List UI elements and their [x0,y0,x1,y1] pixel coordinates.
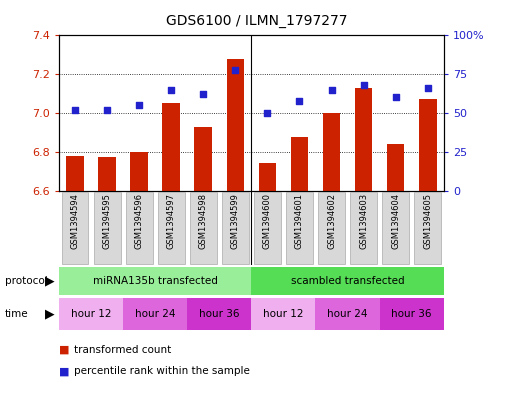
Text: hour 12: hour 12 [263,309,304,320]
Bar [93,192,121,264]
Text: GSM1394597: GSM1394597 [167,193,176,249]
Text: GSM1394599: GSM1394599 [231,193,240,249]
Point [391,94,400,101]
Bar [251,267,444,295]
Bar [59,299,123,330]
Bar [190,192,216,264]
Text: GSM1394601: GSM1394601 [295,193,304,249]
Bar [222,192,249,264]
Text: ▶: ▶ [46,308,55,321]
Text: GSM1394596: GSM1394596 [134,193,144,249]
Text: ■: ■ [59,345,69,355]
Bar [227,59,244,191]
Point [424,85,432,91]
Bar [251,299,315,330]
Text: time: time [5,309,29,320]
Bar [380,299,444,330]
Bar [59,267,251,295]
Text: GSM1394605: GSM1394605 [423,193,432,249]
Text: GSM1394603: GSM1394603 [359,193,368,249]
Bar [291,137,308,191]
Point [360,82,368,88]
Text: GSM1394594: GSM1394594 [70,193,80,249]
Bar [194,127,212,191]
Bar [62,192,89,264]
Bar [187,299,251,330]
Text: miRNA135b transfected: miRNA135b transfected [93,276,218,286]
Bar [163,103,180,191]
Bar [98,157,116,191]
Bar [419,99,437,191]
Bar [123,299,187,330]
Point [199,91,207,97]
Bar [355,88,372,191]
Text: GSM1394604: GSM1394604 [391,193,400,249]
Text: hour 24: hour 24 [135,309,175,320]
Text: hour 12: hour 12 [71,309,111,320]
Text: GSM1394595: GSM1394595 [103,193,112,249]
Text: hour 36: hour 36 [391,309,432,320]
Point [103,107,111,113]
Bar [323,113,340,191]
Bar [259,163,276,191]
Text: GDS6100 / ILMN_1797277: GDS6100 / ILMN_1797277 [166,14,347,28]
Text: protocol: protocol [5,276,48,286]
Bar [350,192,377,264]
Point [295,97,304,104]
Bar [318,192,345,264]
Text: hour 36: hour 36 [199,309,240,320]
Point [71,107,79,113]
Point [167,86,175,93]
Bar [66,156,84,191]
Text: GSM1394598: GSM1394598 [199,193,208,249]
Bar [286,192,313,264]
Text: percentile rank within the sample: percentile rank within the sample [74,366,250,376]
Text: scambled transfected: scambled transfected [291,276,404,286]
Point [263,110,271,116]
Bar [315,299,380,330]
Point [135,102,143,108]
Bar [254,192,281,264]
Point [327,86,336,93]
Bar [387,144,404,191]
Bar [382,192,409,264]
Bar [126,192,153,264]
Bar [415,192,441,264]
Bar [130,152,148,191]
Text: ▶: ▶ [46,274,55,288]
Text: ■: ■ [59,366,69,376]
Text: GSM1394602: GSM1394602 [327,193,336,249]
Text: transformed count: transformed count [74,345,172,355]
Point [231,66,240,73]
Text: GSM1394600: GSM1394600 [263,193,272,249]
Text: hour 24: hour 24 [327,309,368,320]
Bar [158,192,185,264]
